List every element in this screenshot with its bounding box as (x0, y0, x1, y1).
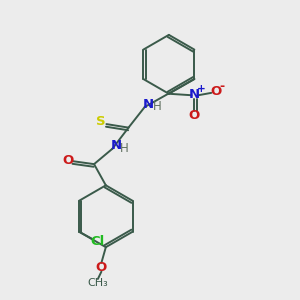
Text: -: - (220, 80, 225, 93)
Text: N: N (189, 88, 200, 101)
Text: +: + (197, 84, 206, 94)
Text: O: O (189, 109, 200, 122)
Text: N: N (110, 140, 122, 152)
Text: N: N (143, 98, 154, 111)
Text: O: O (62, 154, 73, 166)
Text: O: O (210, 85, 221, 98)
Text: H: H (153, 100, 161, 113)
Text: O: O (95, 261, 106, 274)
Text: CH₃: CH₃ (88, 278, 108, 288)
Text: S: S (96, 115, 105, 128)
Text: H: H (120, 142, 129, 155)
Text: Cl: Cl (90, 235, 104, 248)
